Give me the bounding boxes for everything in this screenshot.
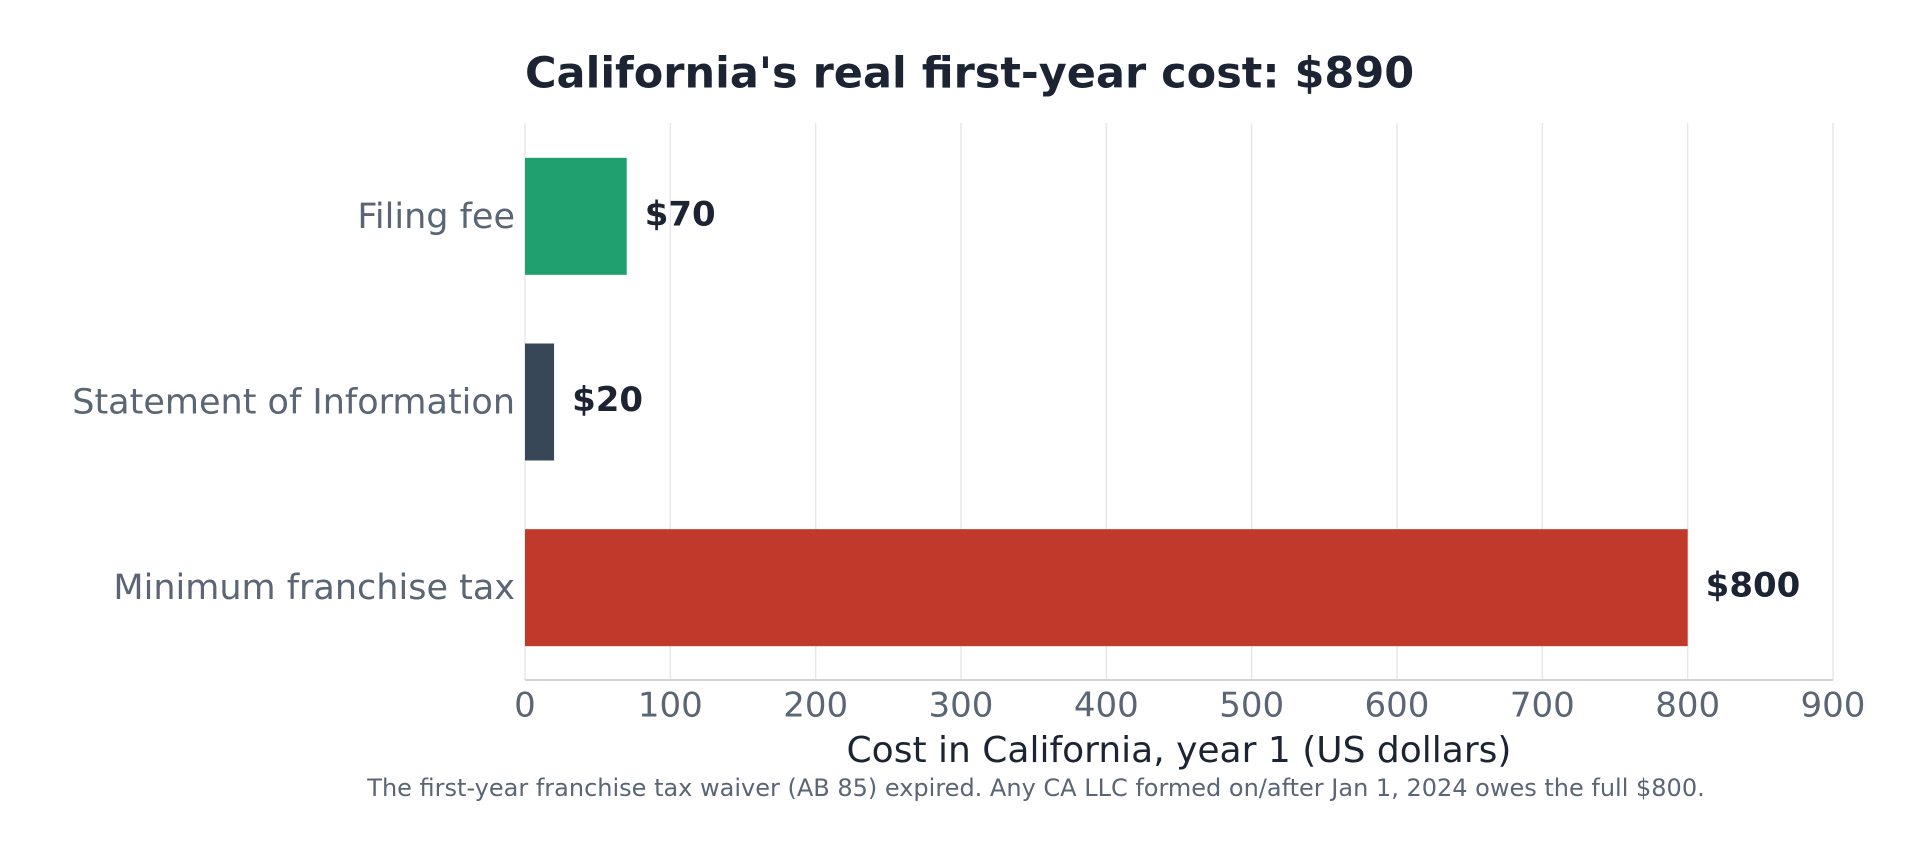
value-label: $70 <box>645 194 716 234</box>
x-tick-label: 600 <box>1365 686 1430 726</box>
x-tick-label: 0 <box>514 686 536 726</box>
bar <box>525 529 1688 647</box>
x-tick-label: 900 <box>1801 686 1866 726</box>
value-label: $20 <box>572 380 643 420</box>
value-label: $800 <box>1706 566 1801 606</box>
x-tick-label: 700 <box>1510 686 1575 726</box>
y-tick-label: Statement of Information <box>72 383 515 423</box>
x-tick-label: 300 <box>929 686 994 726</box>
y-tick-label: Filing fee <box>357 197 515 237</box>
bar <box>525 157 627 275</box>
x-tick-label: 100 <box>638 686 703 726</box>
x-tick-label: 800 <box>1655 686 1720 726</box>
footnote: The first-year franchise tax waiver (AB … <box>366 774 1704 802</box>
x-axis-label: Cost in California, year 1 (US dollars) <box>847 730 1512 771</box>
y-tick-label: Minimum franchise tax <box>113 568 515 608</box>
x-tick-label: 500 <box>1219 686 1284 726</box>
x-tick-label: 200 <box>783 686 848 726</box>
x-tick-label: 400 <box>1074 686 1139 726</box>
bar <box>525 343 555 461</box>
chart-title: California's real first-year cost: $890 <box>525 49 1414 99</box>
